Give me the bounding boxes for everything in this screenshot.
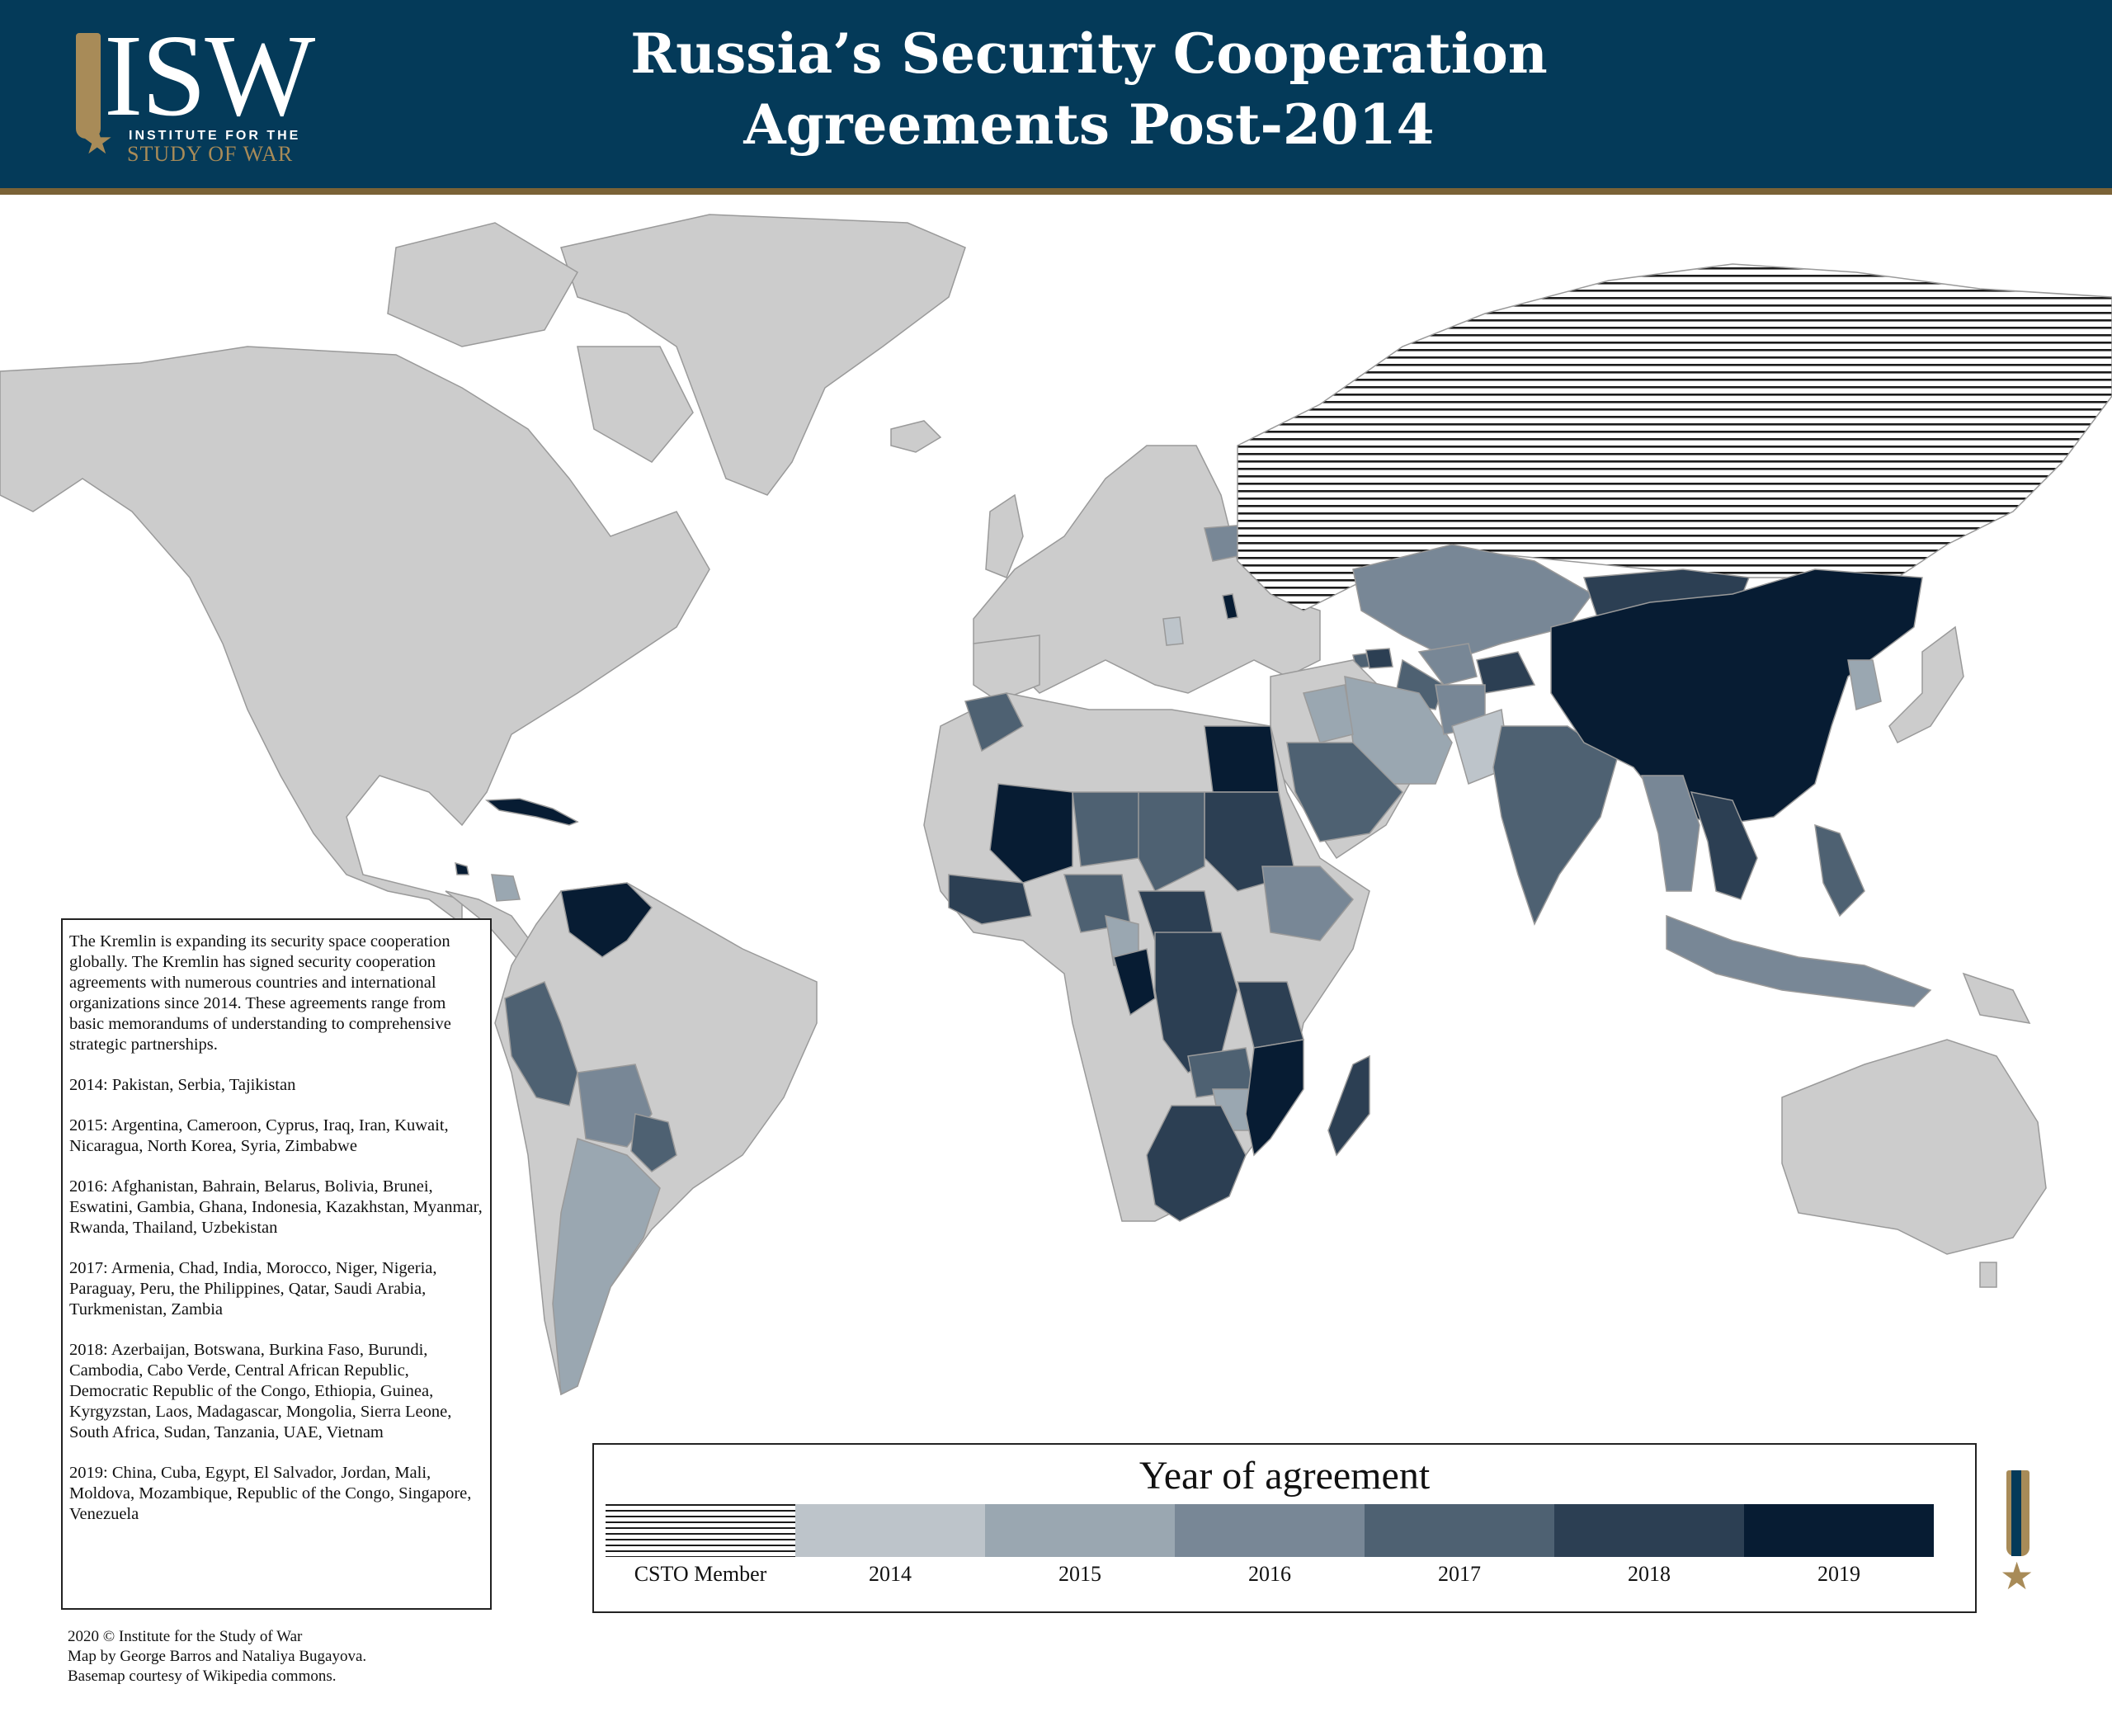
kazakhstan	[1352, 544, 1594, 661]
isw-emblem-icon: ★	[2000, 1470, 2036, 1602]
legend-swatch-2014	[795, 1504, 985, 1557]
legend-swatch-2016	[1175, 1504, 1365, 1557]
legend-swatch-2015	[985, 1504, 1175, 1557]
botswana-south-africa	[1146, 1105, 1247, 1222]
kyrgyzstan-tajikistan	[1476, 651, 1536, 694]
credit-line-2: Map by George Barros and Nataliya Bugayo…	[68, 1648, 367, 1665]
nicaragua	[491, 874, 521, 902]
legend-label-2018: 2018	[1628, 1562, 1671, 1586]
logo-pillar-icon	[76, 33, 101, 139]
info-intro: The Kremlin is expanding its security sp…	[69, 932, 451, 1054]
mozambique	[1245, 1039, 1304, 1157]
header-divider	[0, 188, 2112, 195]
legend-label-2017: 2017	[1438, 1562, 1481, 1586]
moldova	[1222, 593, 1238, 620]
baffin-island	[577, 346, 694, 463]
iraq	[1303, 684, 1354, 743]
iberia	[973, 634, 1040, 702]
info-2019: 2019: China, Cuba, Egypt, El Salvador, J…	[69, 1464, 472, 1523]
credit-line-3: Basemap courtesy of Wikipedia commons.	[68, 1668, 337, 1685]
logo-line-2: STUDY OF WAR	[127, 142, 294, 166]
logo-line-1: INSTITUTE FOR THE	[129, 129, 301, 143]
venezuela	[560, 882, 653, 958]
niger	[1072, 791, 1139, 867]
west-africa	[948, 874, 1032, 925]
logo-wordmark: ISW	[104, 10, 315, 140]
credits: 2020 © Institute for the Study of War Ma…	[68, 1627, 366, 1686]
cuba	[484, 798, 579, 826]
china	[1550, 568, 1923, 826]
world-map	[0, 214, 2112, 1396]
info-2018: 2018: Azerbaijan, Botswana, Burkina Faso…	[69, 1341, 452, 1441]
legend-swatch-2018	[1554, 1504, 1744, 1557]
title-line-1: Russia’s Security Cooperation	[630, 21, 1548, 86]
argentina	[552, 1138, 661, 1396]
legend-label-2014: 2014	[869, 1562, 912, 1586]
philippines	[1814, 823, 1865, 918]
uzbekistan	[1417, 643, 1478, 686]
header-banner: ISW ★ INSTITUTE FOR THE STUDY OF WAR Rus…	[0, 0, 2112, 188]
info-2014: 2014: Pakistan, Serbia, Tajikistan	[69, 1076, 296, 1094]
emblem-star-icon: ★	[2000, 1555, 2034, 1597]
north-america	[0, 346, 710, 926]
paraguay	[630, 1113, 677, 1172]
legend-label-csto-member: CSTO Member	[634, 1562, 767, 1586]
serbia	[1162, 616, 1184, 646]
mali	[989, 783, 1073, 884]
saudi-arabia	[1286, 742, 1404, 842]
laos-vietnam-cambodia	[1690, 791, 1758, 900]
isw-logo: ISW ★ INSTITUTE FOR THE STUDY OF WAR	[76, 17, 348, 166]
info-2016: 2016: Afghanistan, Bahrain, Belarus, Bol…	[69, 1177, 483, 1237]
legend-label-2015: 2015	[1058, 1562, 1101, 1586]
info-2015: 2015: Argentina, Cameroon, Cyprus, Iraq,…	[69, 1116, 449, 1155]
congo	[1113, 948, 1156, 1017]
tasmania	[1979, 1262, 1997, 1288]
star-icon: ★	[81, 121, 114, 162]
legend-swatch-csto-member	[606, 1504, 795, 1557]
png	[1962, 972, 2031, 1024]
info-2017: 2017: Armenia, Chad, India, Morocco, Nig…	[69, 1259, 437, 1319]
legend-label-2016: 2016	[1248, 1562, 1291, 1586]
india	[1492, 725, 1618, 926]
info-panel: The Kremlin is expanding its security sp…	[61, 918, 492, 1610]
australia	[1781, 1039, 2047, 1255]
iceland	[890, 420, 942, 453]
arctic-islands	[387, 222, 579, 347]
russia-csto	[1237, 263, 2112, 611]
emblem-pillar-inner	[2011, 1470, 2021, 1556]
korea	[1847, 659, 1882, 710]
legend-title: Year of agreement	[1138, 1454, 1431, 1498]
title-line-2: Agreements Post-2014	[743, 92, 1435, 157]
credit-line-1: 2020 © Institute for the Study of War	[68, 1628, 303, 1645]
greenland	[560, 214, 966, 496]
uk	[985, 493, 1024, 578]
myanmar-thailand	[1641, 775, 1700, 892]
egypt	[1204, 725, 1280, 793]
europe	[973, 445, 1321, 694]
legend-swatch-2017	[1365, 1504, 1554, 1557]
morocco	[964, 692, 1024, 752]
page-title: Russia’s Security Cooperation Agreements…	[446, 18, 1732, 160]
map-legend: Year of agreement CSTO Member 2014 2015 201…	[592, 1443, 1977, 1613]
japan	[1888, 625, 1964, 744]
madagascar	[1327, 1054, 1370, 1157]
legend-label-2019: 2019	[1817, 1562, 1860, 1586]
azerbaijan	[1365, 648, 1393, 669]
ethiopia	[1261, 866, 1355, 941]
el-salvador	[455, 861, 469, 875]
legend-swatch-2019	[1744, 1504, 1934, 1557]
indonesia	[1666, 914, 1932, 1007]
peru	[504, 981, 578, 1106]
